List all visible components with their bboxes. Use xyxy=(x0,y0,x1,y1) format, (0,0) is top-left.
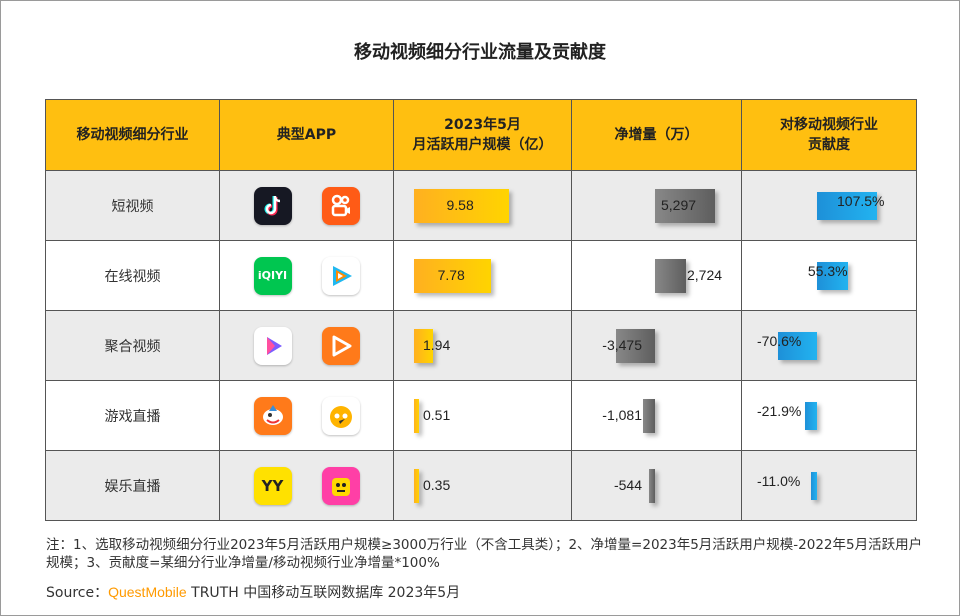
header-contribution: 对移动视频行业 贡献度 xyxy=(741,99,917,171)
net-increase-cell: -1,081 xyxy=(571,380,742,451)
category-cell: 聚合视频 xyxy=(45,310,220,381)
net-increase-label: 5,297 xyxy=(661,197,697,213)
mau-cell: 9.58 xyxy=(393,170,572,241)
mau-bar xyxy=(414,469,419,503)
app-cell: iQIYI xyxy=(219,240,394,311)
app-cell xyxy=(219,380,394,451)
contribution-cell: -70.6% xyxy=(741,310,917,381)
net-increase-bar xyxy=(642,399,655,433)
header-mau: 2023年5月 月活跃用户规模（亿） xyxy=(393,99,572,171)
net-increase-cell: -544 xyxy=(571,450,742,521)
kuaishou-icon xyxy=(321,186,360,225)
aggregate-video-icon xyxy=(253,326,292,365)
source-prefix: Source： xyxy=(46,585,109,601)
header-category: 移动视频细分行业 xyxy=(45,99,220,171)
contribution-label: -70.6% xyxy=(757,333,802,349)
net-increase-cell: -3,475 xyxy=(571,310,742,381)
contribution-cell: 107.5% xyxy=(741,170,917,241)
data-table: 移动视频细分行业 典型APP 2023年5月 月活跃用户规模（亿） 净增量（万）… xyxy=(45,99,917,521)
category-cell: 娱乐直播 xyxy=(45,450,220,521)
app-cell: YY xyxy=(219,450,394,521)
contribution-cell: -21.9% xyxy=(741,380,917,451)
mau-label: 0.35 xyxy=(423,477,451,493)
source-line: Source：QuestMobile TRUTH 中国移动互联网数据库 2023… xyxy=(46,582,460,602)
contribution-label: -21.9% xyxy=(757,403,802,419)
tencent-video-icon xyxy=(321,256,360,295)
mau-bar xyxy=(414,259,492,293)
app-cell xyxy=(219,170,394,241)
iqiyi-icon: iQIYI xyxy=(253,256,292,295)
mau-cell: 0.35 xyxy=(393,450,572,521)
category-cell: 游戏直播 xyxy=(45,380,220,451)
net-increase-label: -3,475 xyxy=(602,337,642,353)
contribution-cell: -11.0% xyxy=(741,450,917,521)
net-increase-cell: 5,297 xyxy=(571,170,742,241)
yy-icon: YY xyxy=(253,466,292,505)
contribution-cell: 55.3% xyxy=(741,240,917,311)
header-app: 典型APP xyxy=(219,99,394,171)
category-cell: 短视频 xyxy=(45,170,220,241)
net-increase-bar xyxy=(655,259,686,293)
mau-label: 7.78 xyxy=(437,267,465,283)
mau-label: 0.51 xyxy=(423,407,451,423)
net-increase-label: -544 xyxy=(613,477,642,493)
contribution-label: 107.5% xyxy=(837,193,885,209)
contribution-label: -11.0% xyxy=(757,473,801,489)
net-increase-bar xyxy=(615,329,655,363)
table-row: 在线视频 iQIYI 7.78 2,724 55.3% xyxy=(45,240,917,311)
shark-live-icon xyxy=(253,396,292,435)
contribution-bar xyxy=(817,192,877,220)
huya-icon xyxy=(321,396,360,435)
mau-cell: 7.78 xyxy=(393,240,572,311)
table-row: 游戏直播 0.51 -1,081 -21.9% xyxy=(45,380,917,451)
net-increase-label: -1,081 xyxy=(602,407,642,423)
mau-label: 9.58 xyxy=(446,197,474,213)
net-increase-cell: 2,724 xyxy=(571,240,742,311)
mau-label: 1.94 xyxy=(423,337,451,353)
contribution-bar xyxy=(810,472,817,500)
app-cell xyxy=(219,310,394,381)
douyin-icon xyxy=(253,186,292,225)
source-suffix: TRUTH 中国移动互联网数据库 2023年5月 xyxy=(186,585,461,601)
mau-bar xyxy=(414,399,420,433)
category-cell: 在线视频 xyxy=(45,240,220,311)
net-increase-label: 2,724 xyxy=(687,267,723,283)
contribution-label: 55.3% xyxy=(807,263,848,279)
contribution-bar xyxy=(777,332,817,360)
questmobile-logo: QuestMobile xyxy=(108,584,187,600)
video-play-icon xyxy=(321,326,360,365)
net-increase-bar xyxy=(648,469,655,503)
mau-cell: 1.94 xyxy=(393,310,572,381)
chart-title: 移动视频细分行业流量及贡献度 xyxy=(354,42,606,63)
table-row: 娱乐直播 YY 0.35 -544 -11.0% xyxy=(45,450,917,521)
header-net-increase: 净增量（万） xyxy=(571,99,742,171)
mau-bar xyxy=(414,189,509,223)
mau-cell: 0.51 xyxy=(393,380,572,451)
contribution-bar xyxy=(804,402,817,430)
footnote: 注：1、选取移动视频细分行业2023年5月活跃用户规模≥3000万行业（不含工具… xyxy=(46,537,923,571)
mau-bar xyxy=(414,329,434,363)
contribution-bar xyxy=(817,262,848,290)
entertainment-live-icon xyxy=(321,466,360,505)
header-row: 移动视频细分行业 典型APP 2023年5月 月活跃用户规模（亿） 净增量（万）… xyxy=(45,99,917,171)
net-increase-bar xyxy=(655,189,715,223)
table-row: 聚合视频 1.94 -3,475 -70.6% xyxy=(45,310,917,381)
table-row: 短视频 9.58 5,297 107.5% xyxy=(45,170,917,241)
